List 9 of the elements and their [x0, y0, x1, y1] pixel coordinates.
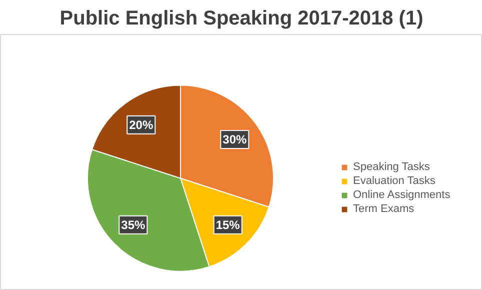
data-label: 20% [129, 118, 154, 132]
data-label: 15% [216, 218, 240, 232]
legend-label: Term Exams [353, 203, 414, 215]
data-label: 35% [121, 218, 146, 232]
data-label: 30% [222, 132, 248, 146]
legend-label: Speaking Tasks [353, 161, 430, 173]
legend-label: Online Assignments [353, 189, 450, 201]
legend-label: Evaluation Tasks [353, 175, 436, 187]
chart-title: Public English Speaking 2017-2018 (1) [60, 8, 424, 30]
